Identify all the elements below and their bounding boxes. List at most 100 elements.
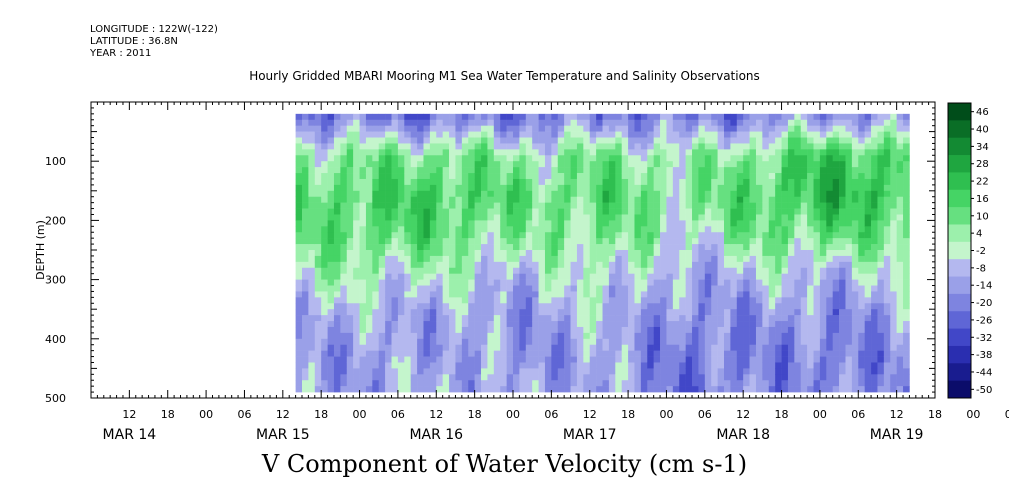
heatmap-cell	[500, 291, 507, 298]
heatmap-cell	[589, 285, 597, 292]
heatmap-cell	[819, 131, 827, 138]
heatmap-cell	[615, 386, 622, 393]
heatmap-cell	[493, 368, 501, 375]
heatmap-cell	[660, 362, 667, 369]
heatmap-cell	[896, 214, 904, 221]
heatmap-cell	[896, 202, 904, 209]
heatmap-cell	[724, 196, 731, 203]
heatmap-cell	[634, 350, 642, 357]
heatmap-cell	[826, 208, 833, 215]
x-tick-label: 12	[122, 408, 136, 421]
heatmap-cell	[346, 309, 354, 316]
heatmap-cell	[743, 338, 750, 346]
heatmap-cell	[474, 119, 482, 126]
heatmap-cell	[417, 214, 424, 221]
heatmap-cell	[461, 356, 469, 363]
heatmap-cell	[807, 321, 814, 328]
heatmap-cell	[429, 244, 437, 251]
heatmap-cell	[672, 155, 680, 162]
heatmap-cell	[724, 255, 731, 263]
heatmap-cell	[474, 380, 482, 387]
heatmap-cell	[442, 214, 450, 221]
heatmap-cell	[730, 374, 738, 381]
heatmap-cell	[551, 309, 559, 316]
heatmap-cell	[896, 332, 904, 340]
heatmap-cell	[736, 178, 744, 186]
heatmap-cell	[500, 161, 507, 168]
heatmap-cell	[736, 184, 744, 192]
heatmap-cell	[583, 173, 591, 180]
heatmap-cell	[340, 149, 348, 156]
heatmap-cell	[525, 119, 533, 126]
heatmap-cell	[736, 226, 744, 233]
heatmap-cell	[871, 190, 878, 198]
heatmap-cell	[711, 326, 718, 334]
heatmap-cell	[410, 303, 418, 310]
heatmap-cell	[896, 255, 904, 263]
heatmap-cell	[768, 149, 776, 156]
heatmap-cell	[890, 368, 897, 375]
heatmap-cell	[640, 125, 648, 132]
heatmap-cell	[807, 143, 814, 150]
heatmap-cell	[436, 202, 443, 209]
heatmap-cell	[826, 226, 833, 233]
heatmap-cell	[372, 238, 380, 245]
heatmap-cell	[391, 315, 399, 322]
heatmap-cell	[775, 137, 782, 144]
heatmap-cell	[481, 386, 488, 393]
heatmap-cell	[819, 220, 827, 227]
heatmap-cell	[365, 309, 373, 316]
heatmap-cell	[807, 131, 814, 138]
heatmap-cell	[826, 125, 833, 132]
heatmap-cell	[372, 167, 380, 174]
heatmap-cell	[845, 149, 853, 156]
heatmap-cell	[839, 244, 846, 251]
heatmap-cell	[851, 173, 859, 180]
heatmap-cell	[327, 261, 335, 269]
heatmap-cell	[781, 267, 789, 274]
heatmap-cell	[596, 167, 603, 174]
heatmap-cell	[340, 202, 348, 209]
heatmap-cell	[781, 250, 789, 257]
heatmap-cell	[736, 137, 744, 144]
heatmap-cell	[634, 267, 642, 274]
heatmap-cell	[851, 232, 859, 239]
heatmap-cell	[436, 362, 443, 369]
heatmap-cell	[391, 267, 399, 274]
heatmap-cell	[500, 380, 507, 387]
heatmap-cell	[417, 321, 424, 328]
heatmap-cell	[455, 161, 463, 168]
heatmap-cell	[794, 113, 802, 121]
heatmap-cell	[474, 356, 482, 363]
heatmap-cell	[551, 196, 559, 203]
heatmap-cell	[851, 196, 859, 203]
heatmap-cell	[423, 220, 431, 227]
heatmap-cell	[628, 309, 635, 316]
heatmap-cell	[653, 321, 661, 328]
heatmap-cell	[442, 190, 450, 198]
heatmap-cell	[653, 261, 661, 269]
heatmap-cell	[871, 297, 878, 304]
heatmap-cell	[544, 285, 552, 292]
heatmap-cell	[794, 303, 802, 310]
heatmap-cell	[698, 214, 706, 221]
heatmap-cell	[576, 356, 584, 363]
heatmap-cell	[423, 350, 431, 357]
heatmap-cell	[442, 332, 450, 340]
heatmap-cell	[372, 386, 380, 393]
heatmap-cell	[596, 386, 603, 393]
heatmap-cell	[436, 131, 443, 138]
heatmap-cell	[653, 131, 661, 138]
heatmap-cell	[800, 255, 808, 263]
heatmap-cell	[481, 119, 488, 126]
heatmap-cell	[327, 380, 335, 387]
heatmap-cell	[570, 131, 578, 138]
heatmap-cell	[596, 297, 603, 304]
heatmap-cell	[397, 380, 405, 387]
heatmap-cell	[353, 214, 360, 221]
heatmap-cell	[404, 149, 411, 156]
heatmap-cell	[640, 273, 648, 280]
heatmap-cell	[372, 291, 380, 298]
heatmap-cell	[692, 344, 699, 351]
